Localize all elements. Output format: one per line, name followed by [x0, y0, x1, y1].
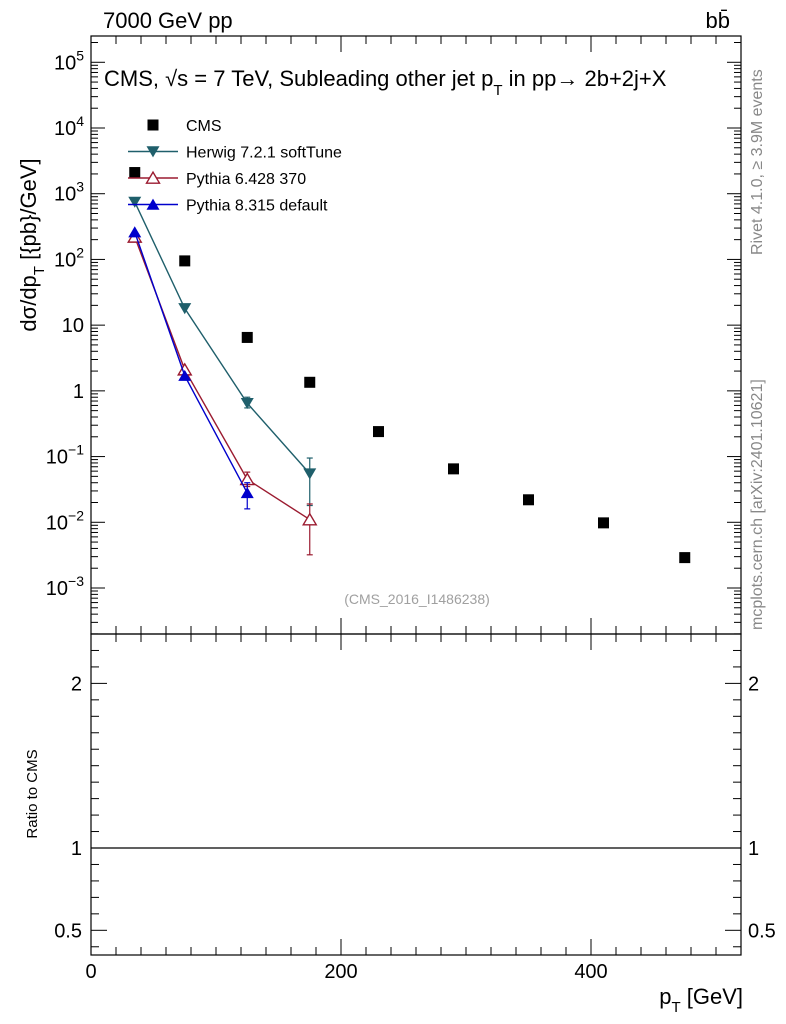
data-point — [598, 517, 609, 529]
header-right: bb̄ — [706, 8, 730, 33]
legend-label: Herwig 7.2.1 softTune — [186, 145, 342, 162]
x-tick-label: 0 — [85, 961, 96, 983]
legend-entry-pythia-6-428-370: Pythia 6.428 370 — [128, 170, 306, 188]
data-point — [302, 512, 318, 526]
y-tick-label: 10−3 — [46, 573, 84, 600]
ratio-tick-label-left: 2 — [71, 673, 82, 695]
y-tick-label: 10 — [62, 315, 84, 337]
y-axis-label: dσ/dpT [{pb}/GeV] — [16, 158, 48, 331]
data-point — [178, 303, 192, 315]
ratio-tick-label-left: 1 — [71, 838, 82, 860]
legend-entry-cms: CMS — [147, 118, 222, 135]
axis-ticks — [90, 36, 742, 955]
series-line-herwig-7-2-1-softtune — [134, 201, 311, 475]
ratio-tick-labels: 0.5 0.5 1 1 2 2 — [54, 673, 776, 942]
y-tick-label: 103 — [54, 179, 84, 206]
mcplots-credit-label: mcplots.cern.ch [arXiv:2401.10621] — [749, 379, 766, 630]
legend-label: Pythia 6.428 370 — [186, 171, 306, 188]
rivet-version-label: Rivet 4.1.0, ≥ 3.9M events — [749, 69, 766, 255]
y-tick-label: 105 — [54, 47, 84, 74]
series-herwig-7-2-1-softtune — [128, 196, 317, 507]
series-line-pythia-6-428-370 — [134, 236, 311, 521]
legend-label: CMS — [186, 118, 222, 135]
x-tick-labels: 0 200 400 — [85, 961, 607, 983]
data-point — [128, 226, 142, 238]
legend-marker — [145, 170, 161, 184]
legend: CMS Herwig 7.2.1 softTune Pythia 6.428 370… — [128, 118, 342, 215]
data-point — [240, 487, 254, 499]
ratio-plot-frame — [90, 633, 742, 956]
data-point — [679, 552, 691, 564]
y-tick-labels: 10−3 10−2 10−1 1 10 102 103 104 105 — [46, 47, 84, 600]
data-point — [523, 494, 534, 506]
data-point — [241, 331, 253, 343]
data-point — [179, 255, 191, 267]
ratio-tick-label-left: 0.5 — [54, 920, 82, 942]
legend-label: Pythia 8.315 default — [186, 198, 328, 215]
data-point — [373, 426, 384, 438]
data-point — [304, 376, 316, 388]
y-tick-label: 10−2 — [46, 507, 84, 534]
data-point — [178, 369, 192, 381]
data-point — [128, 196, 142, 208]
y-tick-label: 102 — [54, 244, 84, 271]
header-left: 7000 GeV pp — [103, 8, 233, 33]
series-line-pythia-8-315-default — [134, 231, 248, 494]
x-tick-label: 200 — [324, 961, 357, 983]
data-series — [127, 167, 691, 564]
ratio-tick-label-right: 2 — [748, 673, 759, 695]
series-pythia-6-428-370 — [127, 229, 318, 556]
plot-title: CMS, √s = 7 TeV, Subleading other jet pT… — [104, 66, 667, 99]
data-point — [303, 468, 317, 480]
x-axis-label: pT [GeV] — [659, 984, 743, 1016]
legend-entry-pythia-8-315-default: Pythia 8.315 default — [128, 198, 328, 215]
legend-marker — [146, 198, 160, 210]
y-tick-label: 1 — [73, 381, 84, 403]
y-tick-label: 104 — [54, 113, 84, 140]
data-point — [129, 167, 141, 179]
data-point — [240, 397, 254, 410]
y-tick-label: 10−1 — [46, 442, 84, 469]
series-pythia-8-315-default — [128, 226, 254, 510]
legend-entry-herwig-7-2-1-softtune: Herwig 7.2.1 softTune — [128, 145, 342, 162]
x-tick-label: 400 — [574, 961, 607, 983]
analysis-watermark: (CMS_2016_I1486238) — [344, 591, 490, 607]
ratio-y-axis-label: Ratio to CMS — [24, 749, 41, 838]
series-cms — [129, 167, 691, 564]
data-point — [448, 463, 459, 475]
legend-marker — [146, 146, 160, 158]
legend-marker — [147, 119, 159, 131]
ratio-tick-label-right: 1 — [748, 838, 759, 860]
ratio-tick-label-right: 0.5 — [748, 920, 776, 942]
